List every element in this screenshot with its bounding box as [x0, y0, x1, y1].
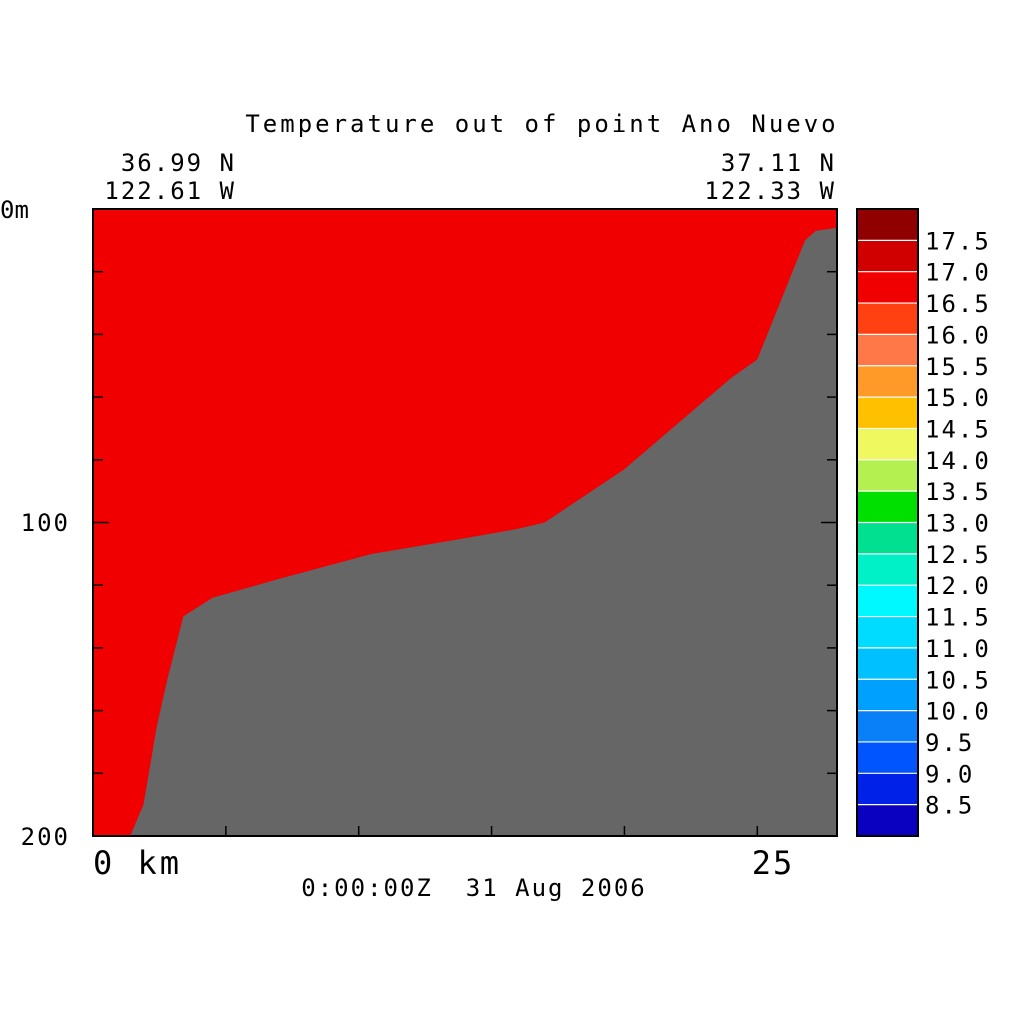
colorbar-label: 10.5 — [925, 666, 991, 694]
colorbar-swatch — [857, 647, 918, 680]
colorbar-frame — [856, 208, 919, 837]
colorbar-swatch — [857, 522, 918, 554]
chart-title: Temperature out of point Ano Nuevo — [245, 110, 838, 138]
colorbar-label: 14.0 — [925, 447, 991, 475]
colorbar-swatch — [857, 741, 918, 774]
y-tick-label-100: 100 — [21, 509, 70, 537]
seafloor — [130, 227, 837, 837]
colorbar-swatch — [857, 710, 918, 742]
colorbar-label: 17.0 — [925, 259, 991, 287]
colorbar-swatch — [857, 679, 918, 711]
colorbar-label: 16.0 — [925, 321, 991, 349]
colorbar-label: 17.5 — [925, 227, 991, 255]
colorbar-swatch — [857, 365, 918, 398]
x-tick-label-0: 0 km — [93, 844, 182, 882]
colorbar-swatch — [857, 303, 918, 335]
colorbar-label: 9.5 — [925, 729, 974, 757]
x-tick-label-25: 25 — [752, 844, 795, 882]
colorbar: 8.5 9.0 9.5 10.0 10.5 11.0 11.5 12.0 12.5 13.0 13.… — [856, 208, 991, 837]
colorbar-swatch — [857, 240, 918, 272]
start-lat-label: 36.99 N — [121, 149, 236, 177]
colorbar-label: 14.5 — [925, 415, 991, 443]
colorbar-label: 13.5 — [925, 478, 991, 506]
y-axis — [93, 270, 837, 775]
y-tick-label-0: 0m — [0, 196, 29, 224]
timestamp-label: 0:00:00Z 31 Aug 2006 — [301, 874, 646, 902]
colorbar-label: 8.5 — [925, 792, 974, 820]
colorbar-label: 11.0 — [925, 635, 991, 663]
colorbar-label: 11.5 — [925, 604, 991, 632]
colorbar-label: 12.5 — [925, 541, 991, 569]
colorbar-swatch — [857, 773, 918, 805]
end-lat-label: 37.11 N — [721, 149, 836, 177]
colorbar-label: 12.0 — [925, 572, 991, 600]
colorbar-label: 15.5 — [925, 353, 991, 381]
start-lon-label: 122.61 W — [104, 177, 236, 205]
colorbar-label: 15.0 — [925, 384, 991, 412]
colorbar-swatch — [857, 271, 918, 304]
y-tick-label-200: 200 — [21, 823, 70, 851]
colorbar-swatch — [857, 428, 918, 460]
end-lon-label: 122.33 W — [704, 177, 836, 205]
colorbar-label: 13.0 — [925, 510, 991, 538]
colorbar-swatch — [857, 804, 918, 836]
colorbar-swatch — [857, 491, 918, 523]
bathymetry — [130, 227, 837, 837]
colorbar-swatch — [857, 209, 918, 241]
colorbar-swatch — [857, 553, 918, 586]
x-axis — [225, 826, 759, 836]
colorbar-swatch — [857, 459, 918, 492]
colorbar-label: 16.5 — [925, 290, 991, 318]
colorbar-swatch — [857, 585, 918, 617]
colorbar-swatch — [857, 616, 918, 648]
colorbar-label: 10.0 — [925, 698, 991, 726]
colorbar-label: 9.0 — [925, 760, 974, 788]
colorbar-swatch — [857, 397, 918, 429]
colorbar-swatch — [857, 334, 918, 366]
